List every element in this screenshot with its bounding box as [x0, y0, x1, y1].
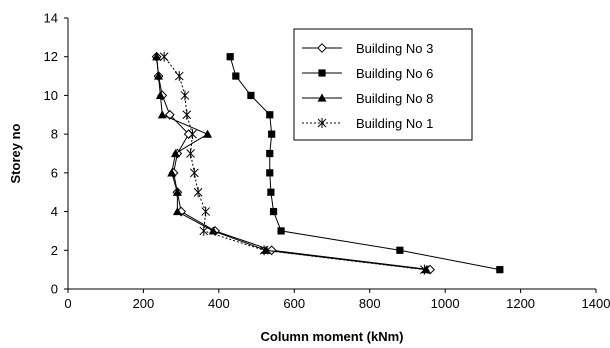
- data-point-building-no-8: [167, 168, 177, 177]
- y-axis-label: Storey no: [8, 123, 23, 183]
- y-tick-labels: 0 2 4 6 8 10 12 14: [44, 11, 68, 297]
- legend-item-building-no-8: Building No 8: [302, 91, 433, 106]
- data-point-building-no-8: [172, 187, 182, 196]
- data-point-building-no-3: [317, 43, 327, 53]
- data-point-building-no-1: [186, 148, 195, 159]
- data-point-building-no-1: [182, 109, 192, 120]
- data-point-building-no-6: [266, 169, 274, 177]
- x-tick-label: 0: [64, 296, 71, 311]
- data-point-building-no-6: [318, 69, 326, 77]
- data-point-building-no-8: [154, 71, 164, 80]
- data-point-building-no-1: [193, 187, 203, 198]
- series-building-no-8: [152, 52, 431, 274]
- legend: Building No 3 Building No 6 Building No 8 B…: [293, 28, 473, 141]
- legend-item-building-no-6: Building No 6: [302, 66, 433, 81]
- x-axis-label: Column moment (kNm): [261, 329, 404, 344]
- y-tick-label: 4: [51, 204, 58, 219]
- data-point-building-no-1: [201, 206, 211, 217]
- legend-item-building-no-1: Building No 1: [302, 116, 433, 131]
- data-point-building-no-8: [317, 93, 327, 102]
- data-point-building-no-1: [159, 51, 169, 62]
- legend-label: Building No 8: [356, 91, 433, 106]
- data-point-building-no-1: [189, 167, 199, 178]
- y-tick-label: 10: [44, 88, 58, 103]
- data-point-building-no-6: [232, 72, 240, 80]
- data-point-building-no-1: [317, 118, 327, 128]
- y-tick-label: 8: [51, 127, 58, 142]
- data-point-building-no-6: [269, 207, 278, 216]
- x-tick-labels: 0 200 400 600 800 1000 1200 1400: [64, 289, 610, 311]
- data-point-building-no-6: [267, 188, 275, 196]
- y-tick-label: 2: [51, 243, 58, 258]
- data-point-building-no-6: [266, 149, 274, 158]
- data-point-building-no-8: [172, 207, 182, 216]
- legend-label: Building No 1: [356, 116, 433, 131]
- data-point-building-no-6: [266, 111, 274, 119]
- x-tick-label: 1000: [431, 296, 460, 311]
- legend-label: Building No 6: [356, 66, 433, 81]
- data-point-building-no-1: [188, 129, 197, 140]
- series-group: [151, 51, 504, 275]
- data-point-building-no-1: [180, 90, 190, 101]
- data-point-building-no-6: [247, 91, 255, 100]
- axes: [67, 18, 596, 290]
- series-building-no-6: [226, 53, 504, 274]
- data-point-building-no-6: [396, 246, 404, 254]
- data-point-building-no-6: [496, 266, 504, 274]
- data-point-building-no-8: [155, 90, 165, 100]
- x-tick-label: 200: [133, 296, 155, 311]
- x-tick-label: 1200: [506, 296, 535, 311]
- x-tick-label: 1400: [582, 296, 610, 311]
- data-point-building-no-8: [152, 52, 162, 61]
- data-point-building-no-1: [174, 71, 184, 82]
- x-tick-label: 400: [208, 296, 230, 311]
- data-point-building-no-8: [208, 226, 218, 235]
- x-tick-label: 600: [283, 296, 305, 311]
- x-tick-label: 800: [359, 296, 381, 311]
- data-point-building-no-8: [203, 129, 213, 138]
- series-building-no-1: [159, 51, 429, 275]
- data-point-building-no-1: [259, 245, 269, 256]
- data-point-building-no-6: [226, 53, 234, 61]
- data-point-building-no-8: [170, 149, 180, 158]
- data-point-building-no-8: [157, 110, 167, 119]
- y-tick-label: 12: [44, 49, 58, 64]
- legend-item-building-no-3: Building No 3: [302, 41, 433, 56]
- y-tick-label: 6: [51, 165, 58, 180]
- legend-label: Building No 3: [356, 41, 433, 56]
- data-point-building-no-6: [268, 130, 276, 138]
- data-point-building-no-1: [199, 225, 209, 236]
- data-point-building-no-1: [420, 264, 429, 275]
- y-tick-label: 14: [44, 11, 58, 26]
- y-tick-label: 0: [51, 282, 58, 297]
- data-point-building-no-6: [277, 227, 285, 235]
